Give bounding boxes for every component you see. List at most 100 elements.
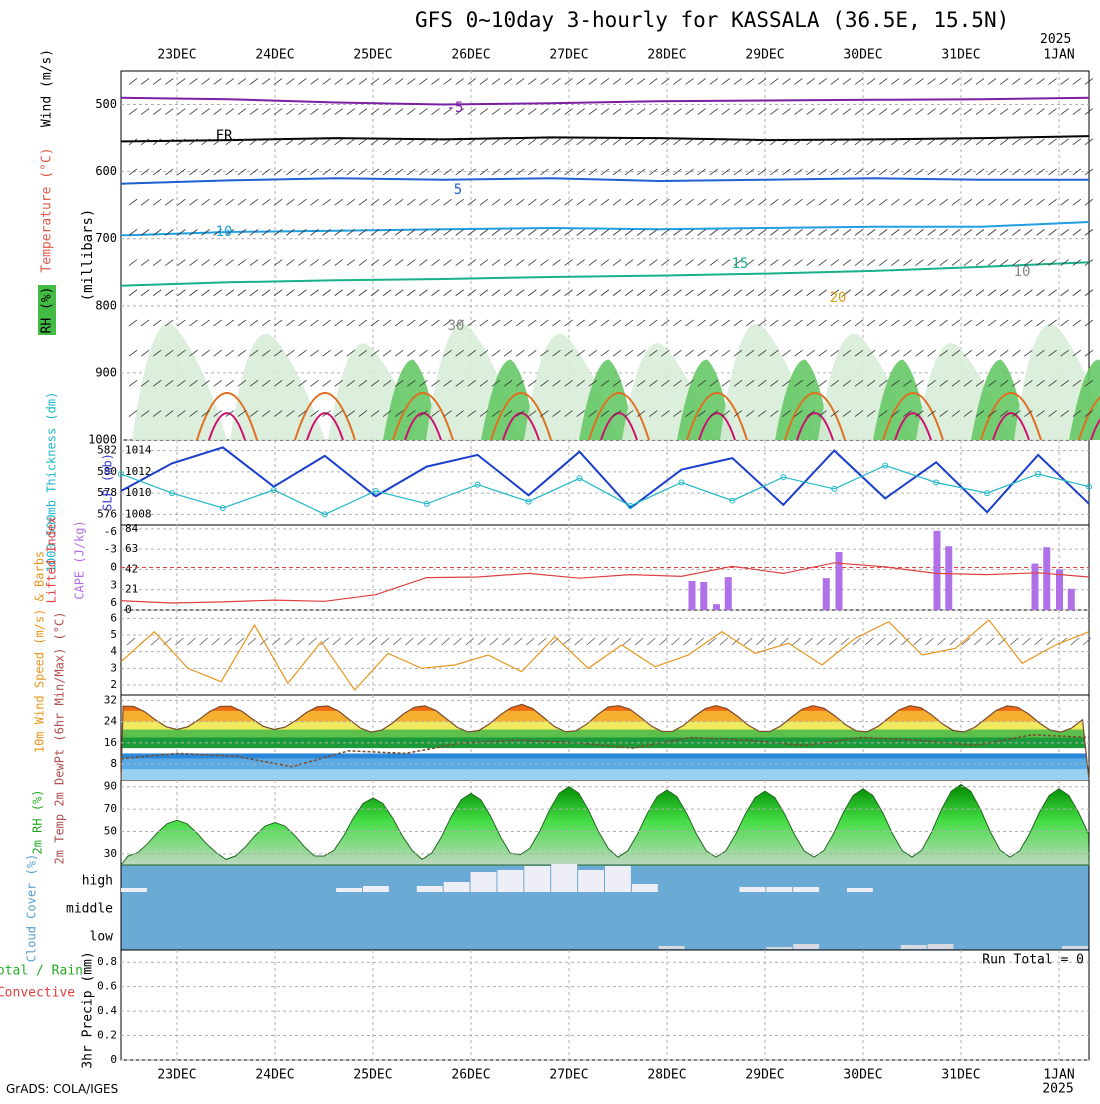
wind-barb — [745, 198, 755, 206]
contour-label: -5 — [447, 100, 464, 116]
wind-barb-10m — [187, 637, 196, 646]
wind-barb — [237, 259, 247, 266]
wind-barb — [673, 410, 682, 417]
wind-barb — [854, 380, 864, 387]
wind-barb — [939, 349, 948, 357]
wind-barb — [382, 108, 392, 115]
wind-barb — [806, 380, 815, 387]
top-date-label: 24DEC — [255, 48, 294, 63]
wind-barb — [249, 319, 259, 327]
wind-barb — [963, 138, 973, 146]
wind-barb — [552, 168, 561, 176]
wind-barb — [999, 138, 1009, 146]
wind-barb — [733, 108, 743, 115]
wind-barb — [1048, 410, 1057, 417]
wind-barb — [455, 380, 464, 387]
wind-barb — [346, 138, 356, 146]
wind-barb — [322, 229, 331, 236]
wind-barb — [757, 319, 767, 327]
wind-barb — [140, 78, 150, 85]
wind-barb — [528, 229, 537, 236]
wind-barb-10m — [743, 637, 753, 646]
wind-barb-10m — [574, 637, 583, 646]
wind-barb — [225, 319, 235, 327]
wind-barb — [382, 410, 392, 417]
wind-barb-10m — [792, 637, 801, 646]
wind-barb — [443, 229, 452, 236]
wind-barb — [878, 168, 888, 176]
wind-barb — [891, 349, 900, 357]
wind-barb-10m — [380, 637, 390, 646]
wind-barb — [927, 289, 936, 297]
wind-barb — [1060, 289, 1069, 297]
isotherm-loop-30 — [796, 412, 834, 441]
wind-barb — [939, 380, 948, 387]
wind-barb — [951, 198, 961, 206]
wind-barb — [443, 108, 452, 115]
wind-barb — [624, 259, 634, 266]
wind-barb — [431, 319, 440, 327]
wind-barb — [419, 380, 428, 387]
wind-barb-10m — [392, 637, 402, 646]
wind-barb — [128, 349, 138, 357]
wind-barb — [261, 138, 271, 146]
wind-barb — [491, 78, 501, 85]
wind-barb — [334, 349, 343, 357]
wind-barb — [757, 138, 767, 146]
wind-barb — [346, 410, 356, 417]
wind-barb — [1012, 319, 1021, 327]
low-cloud-bar — [927, 944, 954, 949]
wind-barb — [891, 78, 900, 85]
wind-barb — [213, 138, 222, 146]
wind-barb — [733, 138, 743, 146]
wind-barb — [394, 410, 404, 417]
wind-barb — [1072, 138, 1082, 146]
thickness-point — [1086, 483, 1092, 490]
high-cloud-bar — [793, 887, 820, 892]
wind-barb — [540, 168, 549, 176]
wind-barb — [225, 138, 235, 146]
wind-barb — [540, 229, 549, 236]
rh-shade-area — [132, 323, 227, 440]
wind-barb — [576, 168, 585, 176]
wind-barb — [1012, 138, 1021, 146]
wind-barb — [685, 138, 694, 146]
wind-barb — [903, 198, 912, 206]
wind-barb — [903, 410, 912, 417]
wind-barb — [709, 138, 719, 146]
isotherm-loop-25 — [1078, 396, 1100, 441]
isotherm-loop-25 — [392, 392, 454, 441]
rh-tick-label: 50 — [104, 824, 117, 837]
wind-barb — [177, 138, 186, 146]
wind-barb — [540, 78, 549, 85]
footer-credit: GrADS: COLA/IGES — [6, 1082, 119, 1096]
wind-barb — [661, 349, 670, 357]
wind-barb — [407, 410, 416, 417]
wind-barb — [128, 78, 138, 85]
wind-barb — [334, 108, 343, 115]
wind-barb — [382, 198, 392, 206]
wind-barb — [576, 78, 585, 85]
wind-barb — [1060, 168, 1069, 176]
thickness-axis-label: 1000-500mb Thickness (dm) — [45, 392, 59, 573]
wind-barb — [128, 138, 138, 146]
low-cloud-bar — [658, 946, 685, 949]
wind-barb — [649, 349, 658, 357]
wind-barb-10m — [429, 637, 438, 646]
wind-barb — [479, 259, 489, 266]
wind-barb — [249, 349, 259, 357]
wind-barb — [467, 380, 477, 387]
temperature-tick-label: 32 — [104, 693, 117, 706]
thickness-point — [1035, 471, 1042, 477]
wind-barb — [286, 380, 295, 387]
wind-barb — [806, 78, 815, 85]
wind-barb — [237, 380, 247, 387]
wind-barb — [903, 259, 912, 266]
wind-barb — [1084, 410, 1094, 417]
isotherm-loop-25 — [196, 392, 258, 441]
isotherm-line-10 — [120, 221, 1090, 237]
wind-barb — [491, 319, 501, 327]
wind-barb-10m — [126, 637, 136, 646]
wind-barb — [540, 108, 549, 115]
wind-barb — [891, 380, 900, 387]
